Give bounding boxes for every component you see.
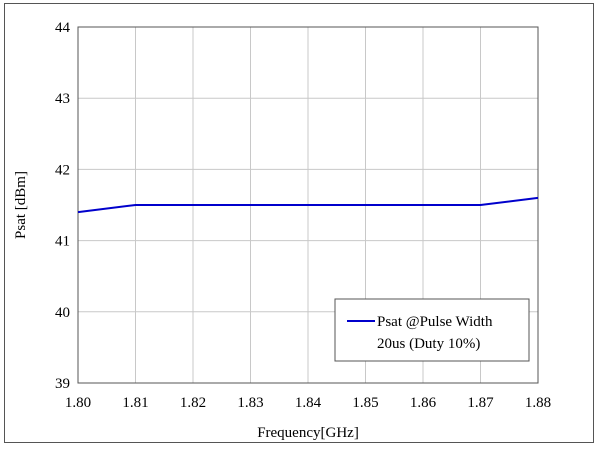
y-tick-label: 40	[55, 305, 70, 321]
y-tick-label: 43	[55, 91, 70, 107]
x-axis-title: Frequency[GHz]	[257, 425, 359, 441]
legend-label-line1: Psat @Pulse Width	[377, 314, 493, 330]
x-tick-label: 1.86	[410, 395, 437, 411]
legend-label-line2: 20us (Duty 10%)	[377, 336, 480, 352]
x-tick-label: 1.88	[525, 395, 551, 411]
y-axis-title: Psat [dBm]	[13, 171, 29, 239]
x-tick-label: 1.84	[295, 395, 322, 411]
y-tick-label: 41	[55, 234, 70, 250]
chart-frame	[4, 3, 594, 443]
y-tick-label: 44	[55, 20, 71, 36]
x-tick-label: 1.85	[352, 395, 378, 411]
y-tick-label: 39	[55, 376, 70, 392]
legend-box	[334, 298, 530, 362]
x-tick-label: 1.83	[237, 395, 263, 411]
y-tick-labels: 39 40 41 42 43 44	[55, 20, 71, 392]
x-tick-label: 1.82	[180, 395, 206, 411]
x-tick-label: 1.80	[65, 395, 91, 411]
x-tick-label: 1.81	[122, 395, 148, 411]
plot-area-border	[77, 26, 539, 384]
series-line-psat	[77, 196, 539, 214]
x-tick-label: 1.87	[467, 395, 494, 411]
legend: Psat @Pulse Width 20us (Duty 10%)	[334, 298, 530, 362]
y-tick-label: 42	[55, 162, 70, 178]
x-tick-labels: 1.80 1.81 1.82 1.83 1.84 1.85 1.86 1.87 1.88	[65, 395, 551, 411]
